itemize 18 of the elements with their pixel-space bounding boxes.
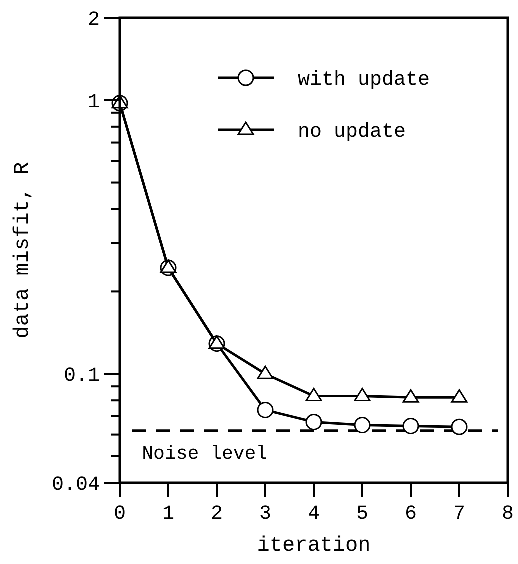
x-tick-label: 3	[259, 503, 272, 526]
ref-line-label: Noise level	[142, 442, 268, 465]
x-tick-label: 0	[114, 503, 126, 526]
y-tick-label: 2	[88, 9, 100, 32]
y-tick-label: 0.1	[64, 365, 100, 388]
x-tick-label: 2	[210, 503, 224, 526]
legend-label: with update	[298, 69, 430, 92]
x-tick-label: 8	[502, 503, 514, 526]
x-tick-label: 6	[404, 503, 418, 526]
y-tick-label: 1	[88, 91, 100, 114]
x-tick-label: 4	[308, 503, 320, 526]
x-tick-label: 1	[162, 503, 175, 526]
x-tick-label: 7	[453, 503, 466, 526]
legend-label: no update	[298, 121, 406, 144]
x-tick-label: 5	[356, 503, 369, 526]
x-axis-title: iteration	[257, 535, 371, 558]
y-tick-label: 0.04	[52, 474, 100, 497]
y-axis-title: data misfit, R	[12, 162, 35, 339]
